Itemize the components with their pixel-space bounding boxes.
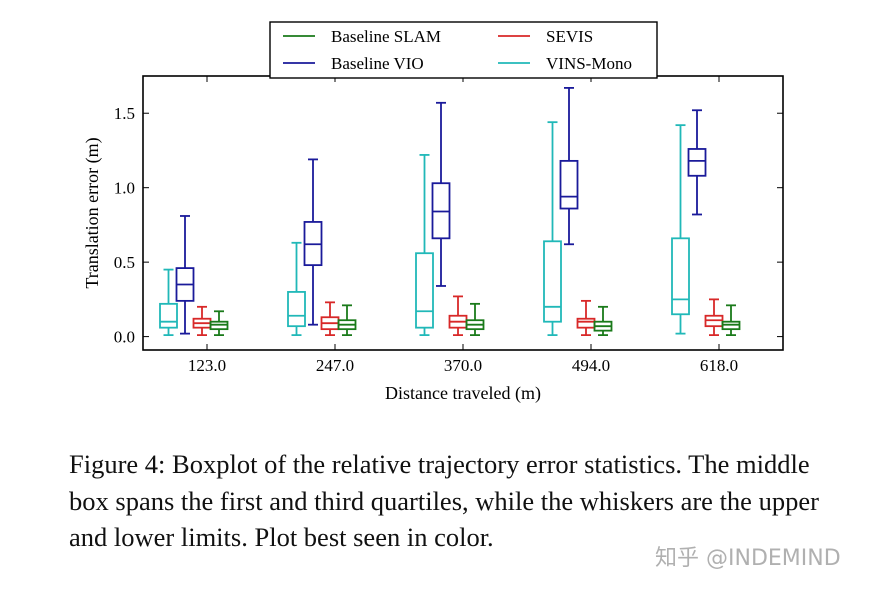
x-axis-label: Distance traveled (m) <box>385 383 541 404</box>
plot-frame <box>142 75 784 351</box>
box-vins-mono <box>287 241 306 337</box>
box-iqr <box>671 237 690 316</box>
box-baseline-slam <box>209 310 229 337</box>
y-tick-label: 1.0 <box>114 179 135 198</box>
box-baseline-vio <box>303 158 323 326</box>
x-tick-label: 247.0 <box>316 356 354 375</box>
legend: Baseline SLAM SEVIS Baseline VIO VINS-Mono <box>269 21 658 79</box>
box-iqr <box>415 252 434 329</box>
box-iqr <box>576 317 596 329</box>
box-sevis <box>448 295 468 337</box>
box-iqr <box>687 148 707 177</box>
box-baseline-vio <box>175 215 195 335</box>
box-baseline-slam <box>337 304 357 337</box>
box-iqr <box>559 159 579 210</box>
box-baseline-vio <box>559 87 579 246</box>
box-sevis <box>576 299 596 337</box>
box-baseline-vio <box>687 109 707 216</box>
legend-label: Baseline VIO <box>331 54 424 73</box>
x-tick-label: 494.0 <box>572 356 610 375</box>
x-tick-label: 370.0 <box>444 356 482 375</box>
box-vins-mono <box>543 121 562 337</box>
box-sevis <box>704 298 724 337</box>
x-tick-label: 618.0 <box>700 356 738 375</box>
box-iqr <box>543 240 562 323</box>
y-tick-label: 0.5 <box>114 253 135 272</box>
figure-caption: Figure 4: Boxplot of the relative trajec… <box>69 449 819 552</box>
box-vins-mono <box>159 268 178 337</box>
box-iqr <box>159 302 178 329</box>
y-tick-label: 0.0 <box>114 328 135 347</box>
box-sevis <box>192 305 212 337</box>
box-sevis <box>320 301 340 337</box>
box-baseline-vio <box>431 101 451 287</box>
legend-label: VINS-Mono <box>546 54 632 73</box>
legend-label: SEVIS <box>546 27 593 46</box>
box-baseline-slam <box>593 305 613 337</box>
y-tick-label: 1.5 <box>114 104 135 123</box>
watermark: 知乎 @INDEMIND <box>655 546 841 571</box>
y-axis-label: Translation error (m) <box>82 137 103 288</box>
box-baseline-slam <box>465 302 485 337</box>
box-vins-mono <box>415 154 434 337</box>
y-axis: 0.0 0.5 1.0 1.5 <box>114 104 783 347</box>
x-axis: 123.0 247.0 370.0 494.0 618.0 <box>188 76 738 375</box>
chart-marks <box>159 87 741 337</box>
boxplot-chart: 0.0 0.5 1.0 1.5 123.0 247.0 370.0 494.0 618.0 D… <box>82 21 784 404</box>
box-baseline-slam <box>721 304 741 337</box>
x-tick-label: 123.0 <box>188 356 226 375</box>
box-vins-mono <box>671 124 690 335</box>
legend-label: Baseline SLAM <box>331 27 441 46</box>
box-iqr <box>287 291 306 328</box>
